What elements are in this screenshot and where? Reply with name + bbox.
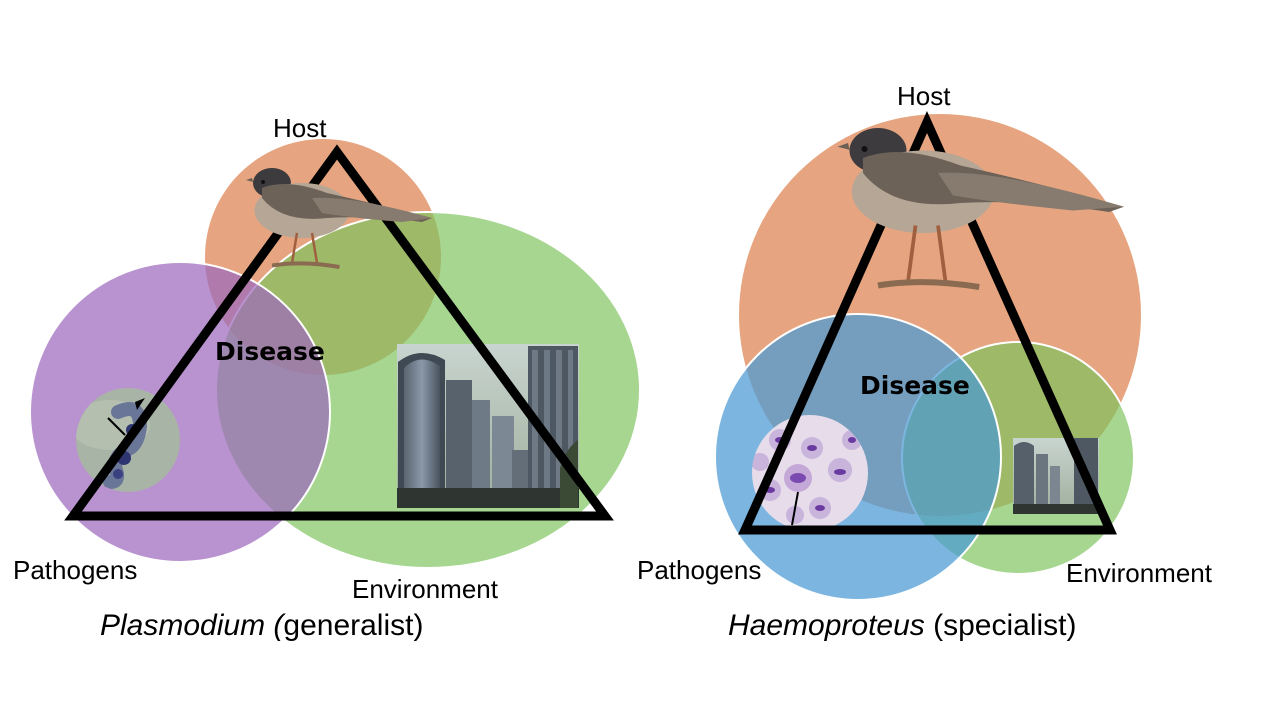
left-panel: Disease Host Pathogens Environment Plasm…	[13, 113, 641, 642]
bird-icon	[837, 128, 1124, 290]
disease-triangle	[64, 144, 614, 521]
bird-icon	[246, 168, 432, 269]
caption-left: Plasmodium (generalist)	[100, 609, 423, 642]
disease-triangle	[738, 110, 1117, 535]
pathogens-circle	[29, 261, 331, 563]
host-label: Host	[273, 113, 327, 143]
caption-right-type: (specialist)	[925, 609, 1077, 642]
pathogens-label: Pathogens	[13, 555, 137, 585]
city-skyline-icon	[397, 344, 579, 508]
caption-right: Haemoproteus (specialist)	[728, 609, 1076, 642]
caption-left-type: generalist)	[283, 609, 423, 642]
disease-label: Disease	[860, 371, 970, 400]
pathogens-label: Pathogens	[637, 555, 761, 585]
environment-label: Environment	[352, 574, 499, 604]
disease-label: Disease	[215, 337, 325, 366]
environment-label: Environment	[1066, 558, 1213, 588]
right-panel: Disease Host Pathogens Environment Haemo…	[637, 81, 1213, 642]
caption-right-genus: Haemoproteus	[728, 609, 925, 642]
host-label: Host	[897, 81, 951, 111]
caption-left-genus: Plasmodium (	[100, 609, 286, 642]
